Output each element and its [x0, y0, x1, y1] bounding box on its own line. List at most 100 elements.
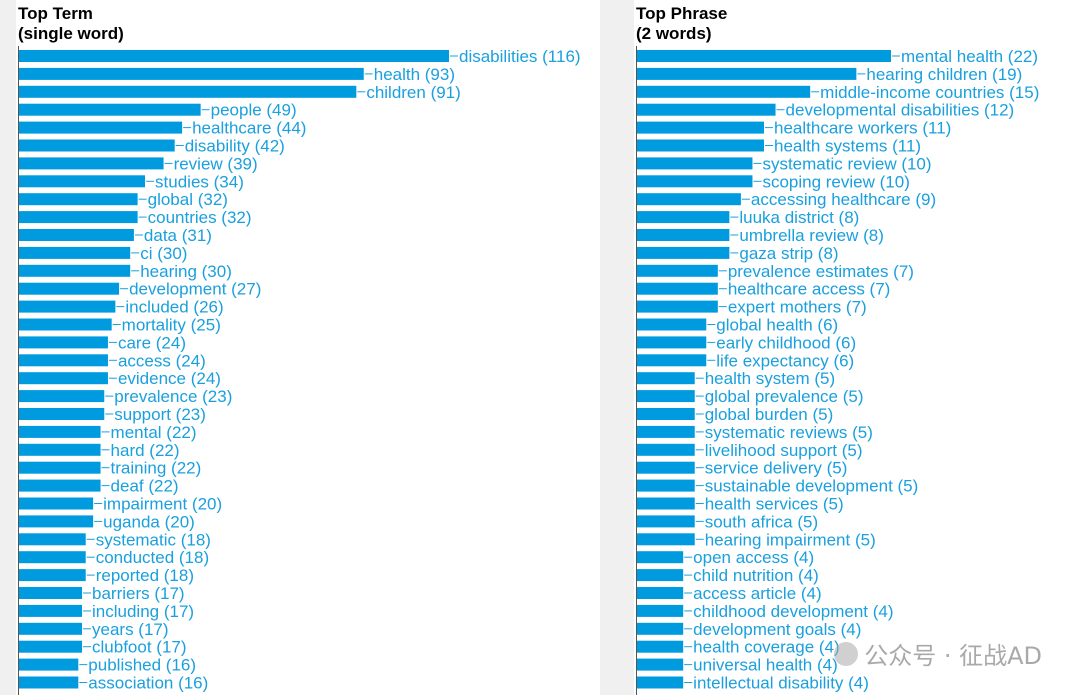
phrase-bar-6: [637, 157, 753, 170]
term-bar-label-20: support (23): [114, 405, 206, 424]
term-bar-label-10: data (31): [144, 226, 212, 245]
phrase-bar-35: [637, 676, 684, 689]
phrase-bar-label-26: south africa (5): [705, 512, 818, 531]
phrase-bar-label-17: life expectancy (6): [716, 351, 854, 370]
phrase-bar-10: [637, 229, 730, 241]
term-chart-panel: Top Term (single word) disabilities (116…: [16, 0, 600, 695]
phrase-bar-label-33: health coverage (4): [693, 638, 839, 657]
term-bar-label-17: access (24): [118, 351, 206, 370]
term-chart-subtitle: (single word): [18, 24, 124, 43]
wechat-icon: [834, 641, 859, 666]
term-bar-32: [19, 622, 83, 635]
phrase-chart-panel: Top Phrase (2 words) mental health (22) h…: [634, 0, 1080, 695]
term-bar-28: [19, 551, 86, 564]
phrase-bar-3: [637, 103, 776, 116]
term-bar-label-3: people (49): [211, 101, 297, 120]
phrase-bar-label-25: health services (5): [705, 495, 844, 514]
term-bar-3: [19, 103, 201, 116]
phrase-bar-label-24: sustainable development (5): [705, 477, 919, 496]
phrase-bar-5: [637, 139, 764, 152]
term-bar-12: [19, 264, 131, 277]
term-bar-label-25: impairment (20): [103, 495, 222, 514]
phrase-bar-label-16: early childhood (6): [716, 333, 856, 352]
phrase-bar-label-29: child nutrition (4): [693, 566, 819, 585]
phrase-bar-label-31: childhood development (4): [693, 602, 893, 621]
term-bar-label-27: systematic (18): [96, 530, 211, 549]
phrase-bar-label-12: prevalence estimates (7): [728, 262, 914, 281]
phrase-bar-18: [637, 372, 695, 385]
phrase-bar-19: [637, 390, 695, 403]
phrase-bar-0: [637, 50, 891, 62]
term-bar-11: [19, 246, 131, 259]
phrase-bar-label-22: livelihood support (5): [705, 441, 863, 460]
phrase-bar-24: [637, 479, 695, 492]
term-chart-svg: disabilities (116)health (93)children (9…: [19, 47, 581, 693]
term-bar-14: [19, 300, 116, 313]
term-bar-label-5: disability (42): [185, 137, 285, 156]
phrase-bar-4: [637, 121, 764, 134]
phrase-bar-label-2: middle-income countries (15): [820, 83, 1039, 102]
term-bar-1: [19, 67, 364, 80]
term-bar-label-21: mental (22): [111, 423, 197, 442]
phrase-bar-label-23: service delivery (5): [705, 459, 848, 478]
phrase-bar-label-13: healthcare access (7): [728, 280, 891, 299]
phrase-bar-label-35: intellectual disability (4): [693, 674, 869, 693]
term-bar-label-9: countries (32): [148, 208, 252, 227]
term-chart-axis: [18, 46, 19, 695]
phrase-bar-label-7: scoping review (10): [762, 172, 909, 191]
term-bar-label-16: care (24): [118, 333, 186, 352]
phrase-chart-title-block: Top Phrase (2 words): [636, 4, 727, 44]
phrase-bar-label-9: luuka district (8): [739, 208, 859, 227]
term-chart-title: Top Term: [18, 4, 93, 23]
phrase-bar-29: [637, 569, 684, 582]
phrase-bar-label-5: health systems (11): [774, 137, 921, 156]
term-bar-label-12: hearing (30): [140, 262, 232, 281]
term-bar-19: [19, 390, 105, 403]
phrase-bar-label-20: global burden (5): [705, 405, 834, 424]
term-bar-label-6: review (39): [174, 154, 258, 173]
term-bar-10: [19, 229, 134, 241]
phrase-bar-21: [637, 425, 695, 438]
term-bar-label-4: healthcare (44): [192, 119, 306, 138]
term-bar-label-33: clubfoot (17): [92, 638, 187, 657]
term-bar-label-29: reported (18): [96, 566, 194, 585]
term-bar-13: [19, 282, 120, 295]
phrase-bar-label-1: hearing children (19): [866, 65, 1022, 84]
term-bar-label-11: ci (30): [140, 244, 187, 263]
term-bar-4: [19, 121, 183, 134]
phrase-bar-27: [637, 533, 695, 546]
term-bar-9: [19, 211, 138, 224]
phrase-bar-label-3: developmental disabilities (12): [786, 101, 1015, 120]
phrase-bar-label-0: mental health (22): [901, 47, 1038, 66]
term-bar-20: [19, 408, 105, 420]
phrase-bar-17: [637, 354, 707, 367]
phrase-bar-label-19: global prevalence (5): [705, 387, 864, 406]
term-bar-22: [19, 443, 101, 456]
term-bar-2: [19, 85, 357, 98]
phrase-bar-32: [637, 622, 684, 635]
phrase-bar-13: [637, 282, 718, 295]
term-bar-label-28: conducted (18): [96, 548, 209, 567]
phrase-bar-label-28: open access (4): [693, 548, 814, 567]
term-bar-label-32: years (17): [92, 620, 169, 639]
term-bar-29: [19, 569, 86, 582]
phrase-bar-9: [637, 211, 730, 224]
term-bar-16: [19, 336, 108, 349]
phrase-bar-8: [637, 193, 741, 206]
phrase-bar-30: [637, 587, 684, 599]
phrase-bar-22: [637, 443, 695, 456]
watermark: 公众号 · 征战AD: [834, 636, 1042, 671]
phrase-bar-14: [637, 300, 718, 313]
phrase-bar-25: [637, 497, 695, 510]
term-bar-15: [19, 318, 112, 331]
phrase-bar-2: [637, 85, 811, 98]
term-bar-label-22: hard (22): [111, 441, 180, 460]
term-bar-label-30: barriers (17): [92, 584, 185, 603]
term-bar-33: [19, 640, 83, 653]
gutter-middle: [600, 0, 634, 695]
phrase-bar-label-14: expert mothers (7): [728, 298, 867, 317]
phrase-chart-subtitle: (2 words): [636, 24, 712, 43]
term-bar-24: [19, 479, 101, 492]
term-bar-23: [19, 461, 101, 474]
phrase-bar-label-15: global health (6): [716, 316, 838, 335]
